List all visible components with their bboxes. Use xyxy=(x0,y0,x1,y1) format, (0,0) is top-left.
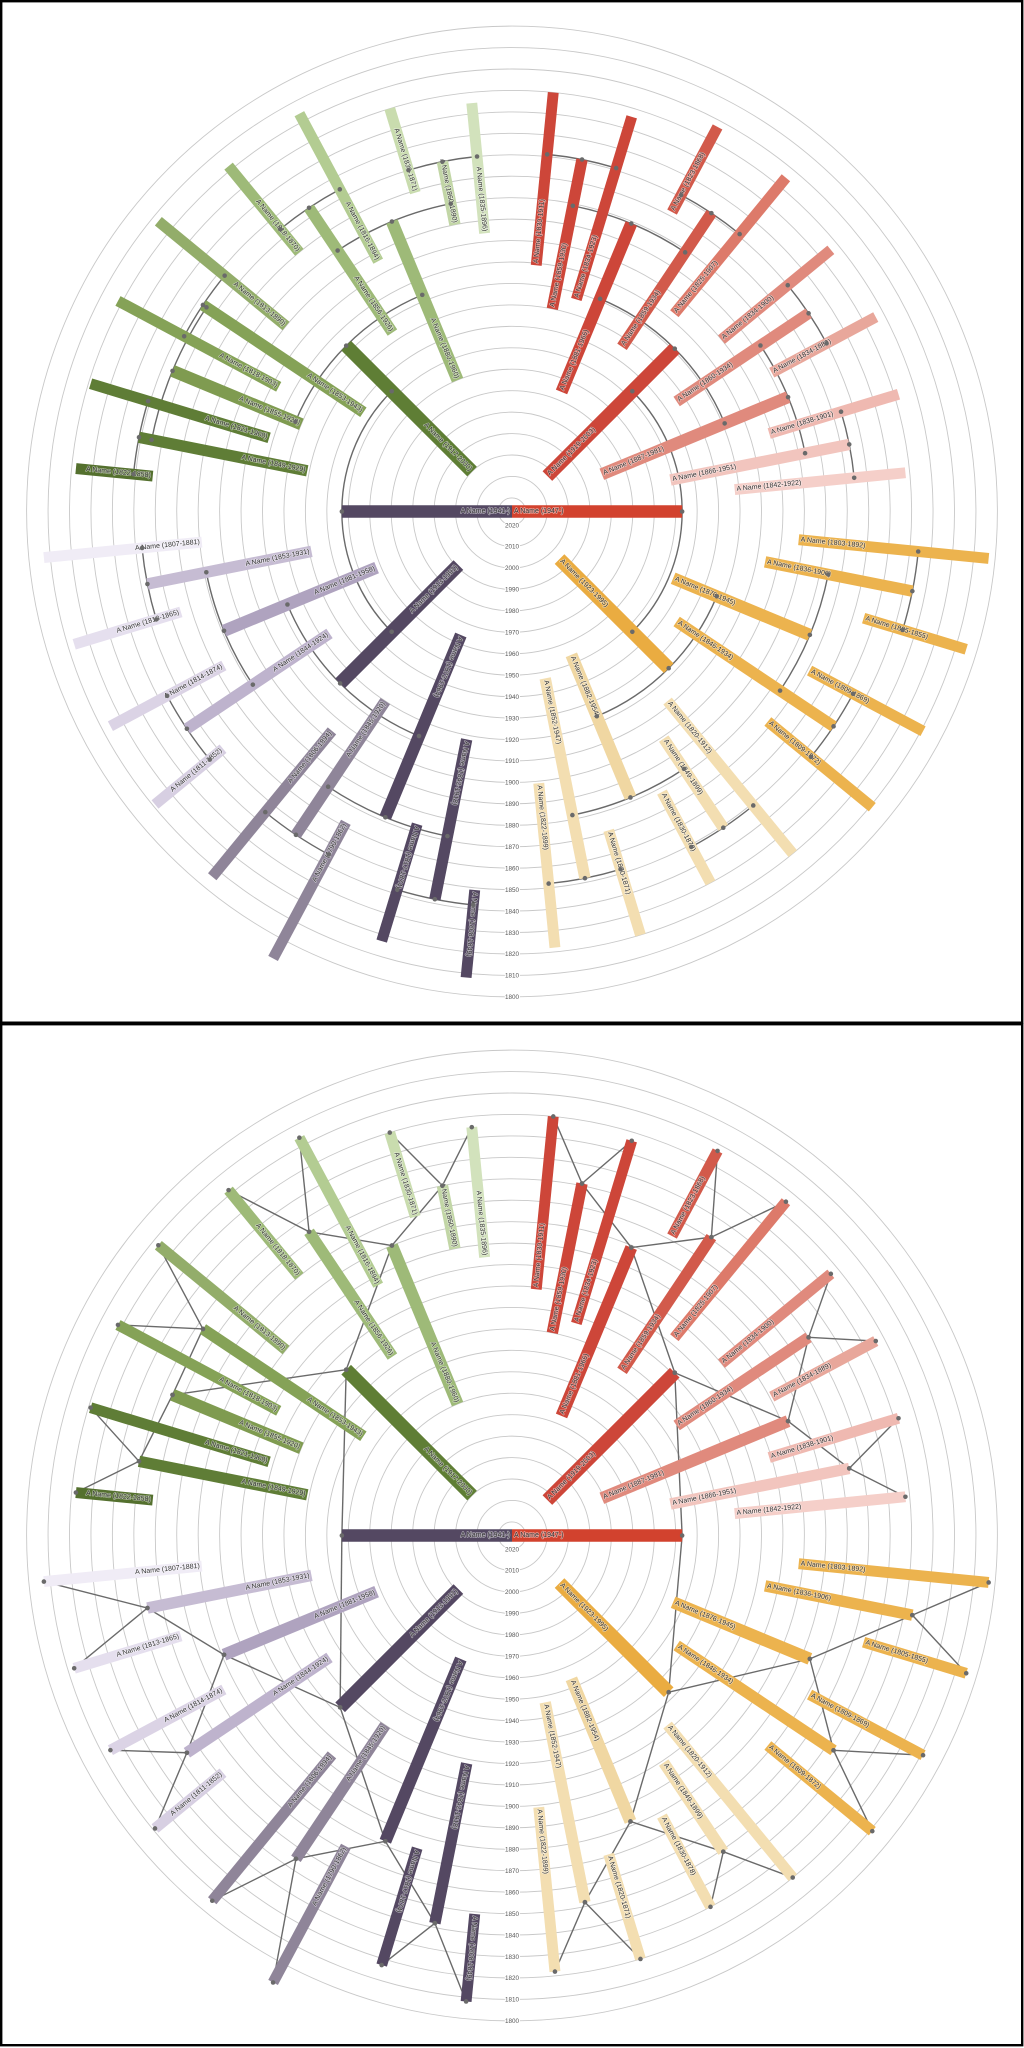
svg-text:2000: 2000 xyxy=(505,1589,520,1596)
svg-text:1840: 1840 xyxy=(505,908,520,915)
svg-text:1850: 1850 xyxy=(505,887,520,894)
svg-text:1880: 1880 xyxy=(505,823,520,830)
svg-text:1870: 1870 xyxy=(505,844,520,851)
svg-text:1890: 1890 xyxy=(505,801,520,808)
svg-text:1820: 1820 xyxy=(505,951,520,958)
svg-text:1850: 1850 xyxy=(505,1911,520,1918)
svg-text:1980: 1980 xyxy=(505,608,520,615)
svg-text:A Name (1947-): A Name (1947-) xyxy=(514,1532,563,1539)
svg-text:1970: 1970 xyxy=(505,1654,520,1661)
svg-text:1950: 1950 xyxy=(505,1696,520,1703)
svg-text:A Name (1947-): A Name (1947-) xyxy=(514,508,563,515)
svg-text:1900: 1900 xyxy=(505,780,520,787)
svg-text:1830: 1830 xyxy=(505,930,520,937)
svg-text:1810: 1810 xyxy=(505,973,520,980)
svg-text:2000: 2000 xyxy=(505,565,520,572)
svg-text:1890: 1890 xyxy=(505,1825,520,1832)
svg-text:1860: 1860 xyxy=(505,865,520,872)
svg-text:1870: 1870 xyxy=(505,1868,520,1875)
svg-text:1880: 1880 xyxy=(505,1847,520,1854)
svg-text:1970: 1970 xyxy=(505,630,520,637)
svg-text:1940: 1940 xyxy=(505,1718,520,1725)
svg-text:1920: 1920 xyxy=(505,737,520,744)
svg-text:1960: 1960 xyxy=(505,1675,520,1682)
svg-text:1940: 1940 xyxy=(505,694,520,701)
svg-text:1800: 1800 xyxy=(505,2018,520,2025)
svg-text:1860: 1860 xyxy=(505,1889,520,1896)
svg-text:2020: 2020 xyxy=(505,1546,520,1553)
svg-text:1920: 1920 xyxy=(505,1761,520,1768)
svg-text:1900: 1900 xyxy=(505,1804,520,1811)
svg-text:2020: 2020 xyxy=(505,522,520,529)
svg-text:1950: 1950 xyxy=(505,672,520,679)
svg-text:1960: 1960 xyxy=(505,651,520,658)
svg-text:1930: 1930 xyxy=(505,715,520,722)
svg-text:1810: 1810 xyxy=(505,1997,520,2004)
svg-text:A Name (1941-): A Name (1941-) xyxy=(461,1532,510,1539)
svg-text:1980: 1980 xyxy=(505,1632,520,1639)
svg-text:1990: 1990 xyxy=(505,1611,520,1618)
svg-text:2010: 2010 xyxy=(505,1568,520,1575)
svg-text:1800: 1800 xyxy=(505,994,520,1001)
svg-text:2010: 2010 xyxy=(505,544,520,551)
svg-text:1990: 1990 xyxy=(505,587,520,594)
svg-text:1840: 1840 xyxy=(505,1932,520,1939)
svg-text:1930: 1930 xyxy=(505,1739,520,1746)
svg-text:1830: 1830 xyxy=(505,1954,520,1961)
svg-text:1820: 1820 xyxy=(505,1975,520,1982)
svg-text:1910: 1910 xyxy=(505,758,520,765)
svg-text:A Name (1941-): A Name (1941-) xyxy=(461,508,510,515)
svg-text:1910: 1910 xyxy=(505,1782,520,1789)
